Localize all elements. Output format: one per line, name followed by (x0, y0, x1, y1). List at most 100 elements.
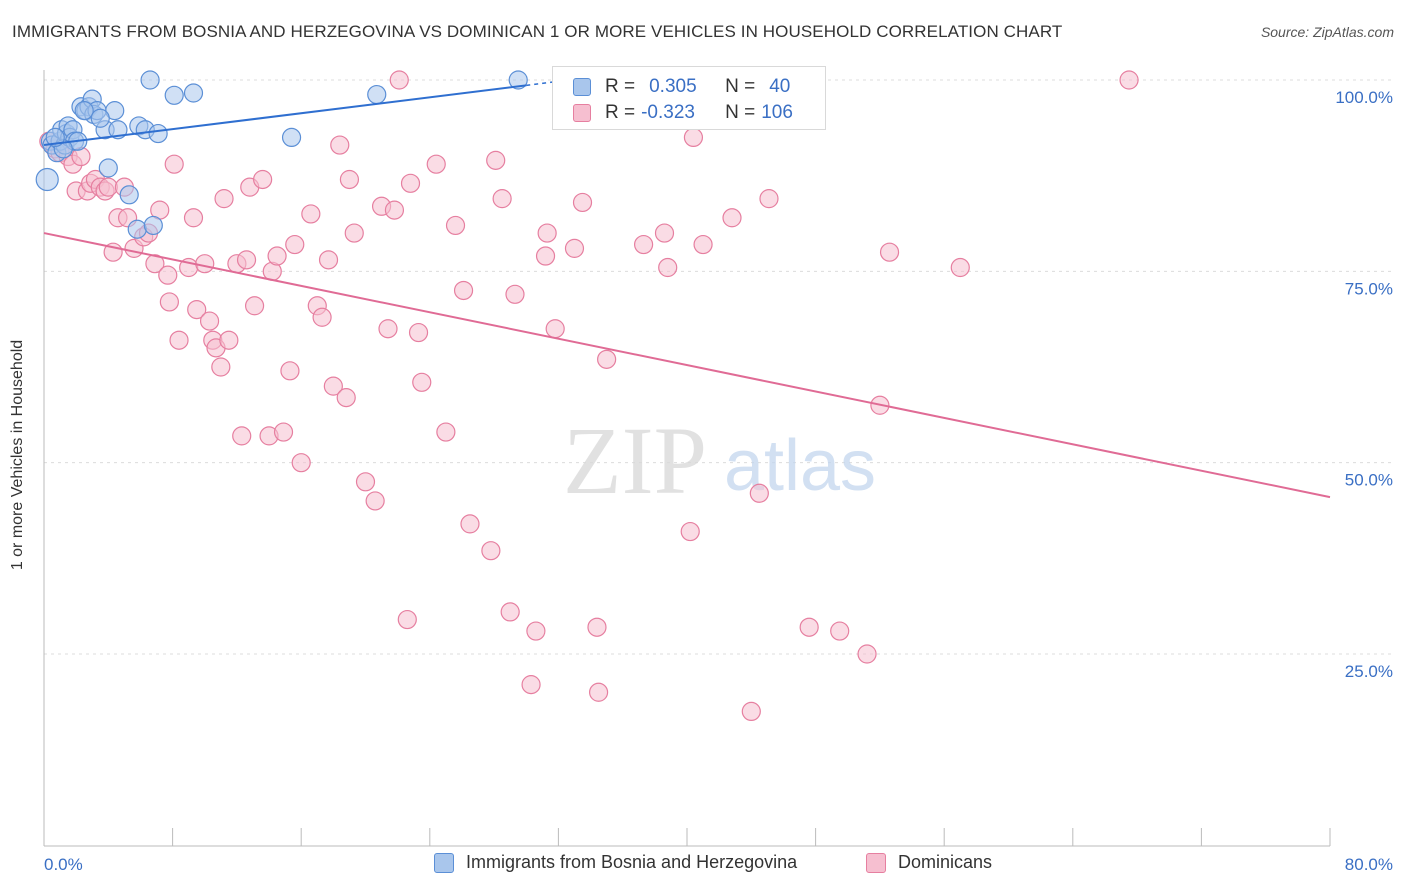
data-point (680, 521, 700, 542)
data-point (597, 349, 617, 369)
data-point (318, 250, 339, 270)
correlation-legend: R = 0.305 N = 40 R = -0.323 N = 106 (552, 66, 826, 130)
data-point (45, 127, 65, 147)
data-point (35, 167, 59, 192)
data-point (143, 215, 163, 236)
data-point (108, 120, 128, 140)
y-tick-label: 25.0% (1345, 662, 1393, 681)
data-point (1119, 70, 1139, 90)
data-point (344, 223, 364, 243)
data-point (397, 609, 417, 630)
legend-row-dominicans: R = -0.323 N = 106 (573, 101, 793, 125)
watermark: ZIP atlas (563, 407, 876, 514)
data-point (658, 257, 678, 278)
data-point (119, 185, 139, 205)
data-point (214, 189, 234, 209)
data-point (183, 83, 204, 103)
data-point (291, 453, 311, 473)
data-point (830, 621, 850, 641)
legend-label-dominicans: Dominicans (898, 852, 993, 872)
watermark-zip: ZIP (563, 407, 707, 514)
chart-source: Source: ZipAtlas.com (1260, 24, 1394, 40)
x-tick-labels: 0.0% 80.0% (44, 855, 1393, 874)
data-point (572, 192, 593, 213)
data-point (683, 127, 704, 147)
data-point (426, 154, 446, 174)
data-point (564, 238, 585, 258)
data-point (336, 388, 356, 408)
legend-swatch-bosnia (434, 852, 454, 873)
data-point (159, 292, 179, 312)
data-point (273, 422, 294, 442)
data-point (492, 189, 512, 209)
data-point (799, 617, 819, 637)
data-point (445, 215, 466, 236)
watermark-atlas: atlas (724, 426, 876, 506)
data-point (98, 158, 118, 178)
data-point (588, 682, 609, 702)
legend-item-bosnia: Immigrants from Bosnia and Herzegovina (434, 852, 797, 873)
data-point (722, 208, 742, 228)
legend-n-value-bosnia: 40 (769, 76, 791, 97)
data-point (654, 223, 675, 243)
data-point (164, 154, 184, 174)
legend-r-value-dominicans: -0.323 (641, 102, 695, 123)
legend-swatch-bosnia (573, 78, 591, 96)
data-point (140, 70, 160, 90)
data-point (330, 135, 350, 155)
data-point (453, 280, 474, 301)
data-point (500, 602, 520, 622)
data-point (400, 173, 421, 193)
data-point (98, 177, 118, 197)
y-tick-label: 100.0% (1335, 88, 1393, 107)
data-point (436, 422, 456, 442)
data-point (389, 70, 409, 90)
data-point (460, 514, 480, 534)
data-point (537, 223, 557, 243)
data-point (508, 70, 528, 90)
data-point (545, 319, 565, 339)
legend-r-label: R = (605, 76, 636, 97)
series-dominicans-points (39, 70, 1139, 722)
x-tick-label-min: 0.0% (44, 855, 83, 874)
y-tick-label: 50.0% (1345, 471, 1393, 490)
data-point (211, 357, 231, 377)
x-tick-label-max: 80.0% (1345, 855, 1393, 874)
data-point (879, 242, 900, 262)
legend-swatch-dominicans (573, 104, 591, 122)
data-point (187, 300, 207, 320)
data-point (633, 234, 654, 255)
data-point (253, 169, 273, 190)
data-point (195, 254, 215, 274)
legend-n-label: N = (725, 102, 756, 123)
chart-title: IMMIGRANTS FROM BOSNIA AND HERZEGOVINA V… (12, 22, 1063, 41)
data-point (355, 472, 376, 492)
data-point (526, 621, 546, 641)
data-point (535, 246, 556, 266)
gridlines (44, 79, 1395, 655)
data-point (267, 246, 287, 266)
data-point (367, 84, 387, 105)
data-point (749, 483, 769, 503)
data-point (169, 330, 189, 350)
trend-line (43, 84, 527, 147)
data-point (950, 257, 970, 278)
legend-row-bosnia: R = 0.305 N = 40 (573, 75, 790, 99)
data-point (90, 108, 110, 128)
y-axis-label: 1 or more Vehicles in Household (9, 339, 26, 571)
data-point (301, 204, 321, 224)
legend-r-label: R = (605, 102, 636, 123)
data-point (521, 675, 541, 695)
data-point (312, 307, 332, 327)
data-point (236, 250, 257, 270)
data-point (408, 322, 429, 343)
legend-n-value-dominicans: 106 (761, 102, 793, 123)
series-bosnia-points (35, 70, 585, 239)
data-point (481, 541, 501, 561)
data-point (412, 372, 432, 392)
data-point (219, 330, 239, 350)
data-point (486, 150, 506, 170)
data-point (384, 200, 405, 220)
data-point (378, 319, 398, 339)
